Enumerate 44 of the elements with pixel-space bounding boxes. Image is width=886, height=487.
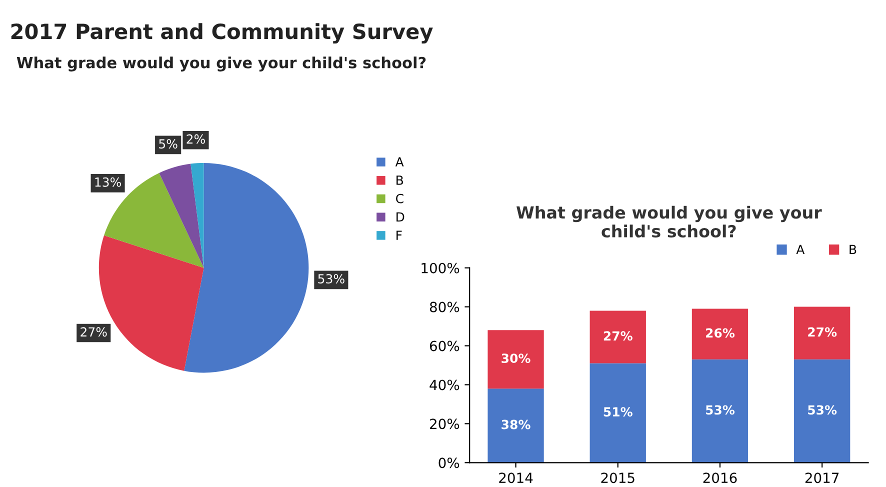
- data-label: 53%: [808, 405, 837, 415]
- legend-label: C: [396, 194, 404, 204]
- legend-label: D: [396, 212, 404, 222]
- data-label: 51%: [604, 407, 632, 417]
- x-tick-label: 2017: [805, 472, 839, 484]
- data-label: 30%: [502, 354, 530, 364]
- pie-slice: [184, 162, 309, 373]
- bar: [692, 308, 748, 360]
- y-tick-label: 0%: [438, 458, 460, 468]
- data-label: 27%: [604, 331, 632, 341]
- y-tick-label: 40%: [430, 380, 460, 390]
- chart-title: 2017 Parent and Community Survey: [11, 23, 433, 44]
- data-label: 27%: [808, 327, 837, 337]
- data-label: 53%: [318, 274, 344, 284]
- y-tick-label: 20%: [430, 418, 460, 430]
- y-tick-label: 80%: [430, 302, 460, 312]
- pie-slice: [190, 162, 204, 268]
- x-tick-label: 2014: [499, 472, 533, 484]
- y-tick-label: 100%: [422, 262, 460, 274]
- data-label: 27%: [80, 327, 107, 337]
- bar: [590, 310, 646, 364]
- bar: [794, 359, 850, 463]
- bar: [488, 388, 544, 463]
- legend-label: B: [396, 176, 404, 185]
- legend-label: F: [396, 230, 402, 240]
- x-tick-label: 2016: [703, 472, 737, 484]
- bar: [488, 330, 544, 389]
- x-tick-label: 2015: [601, 472, 634, 484]
- y-tick-label: 60%: [430, 340, 460, 352]
- data-label: 13%: [95, 177, 121, 187]
- bar: [794, 306, 850, 360]
- chart-subtitle: What grade would you give your child's school?: [16, 56, 426, 72]
- legend-label: A: [796, 244, 805, 254]
- legend-label: B: [850, 244, 856, 254]
- data-label: 53%: [706, 405, 735, 415]
- data-label: 2%: [186, 134, 205, 144]
- bar: [590, 363, 646, 463]
- bar: [692, 359, 748, 463]
- legend-label: A: [395, 157, 404, 166]
- data-label: 38%: [502, 420, 530, 430]
- chart-title: What grade would you give your child's school?: [516, 206, 822, 238]
- data-label: 5%: [159, 139, 178, 149]
- data-label: 26%: [706, 328, 735, 338]
- pie-slice: [159, 164, 204, 268]
